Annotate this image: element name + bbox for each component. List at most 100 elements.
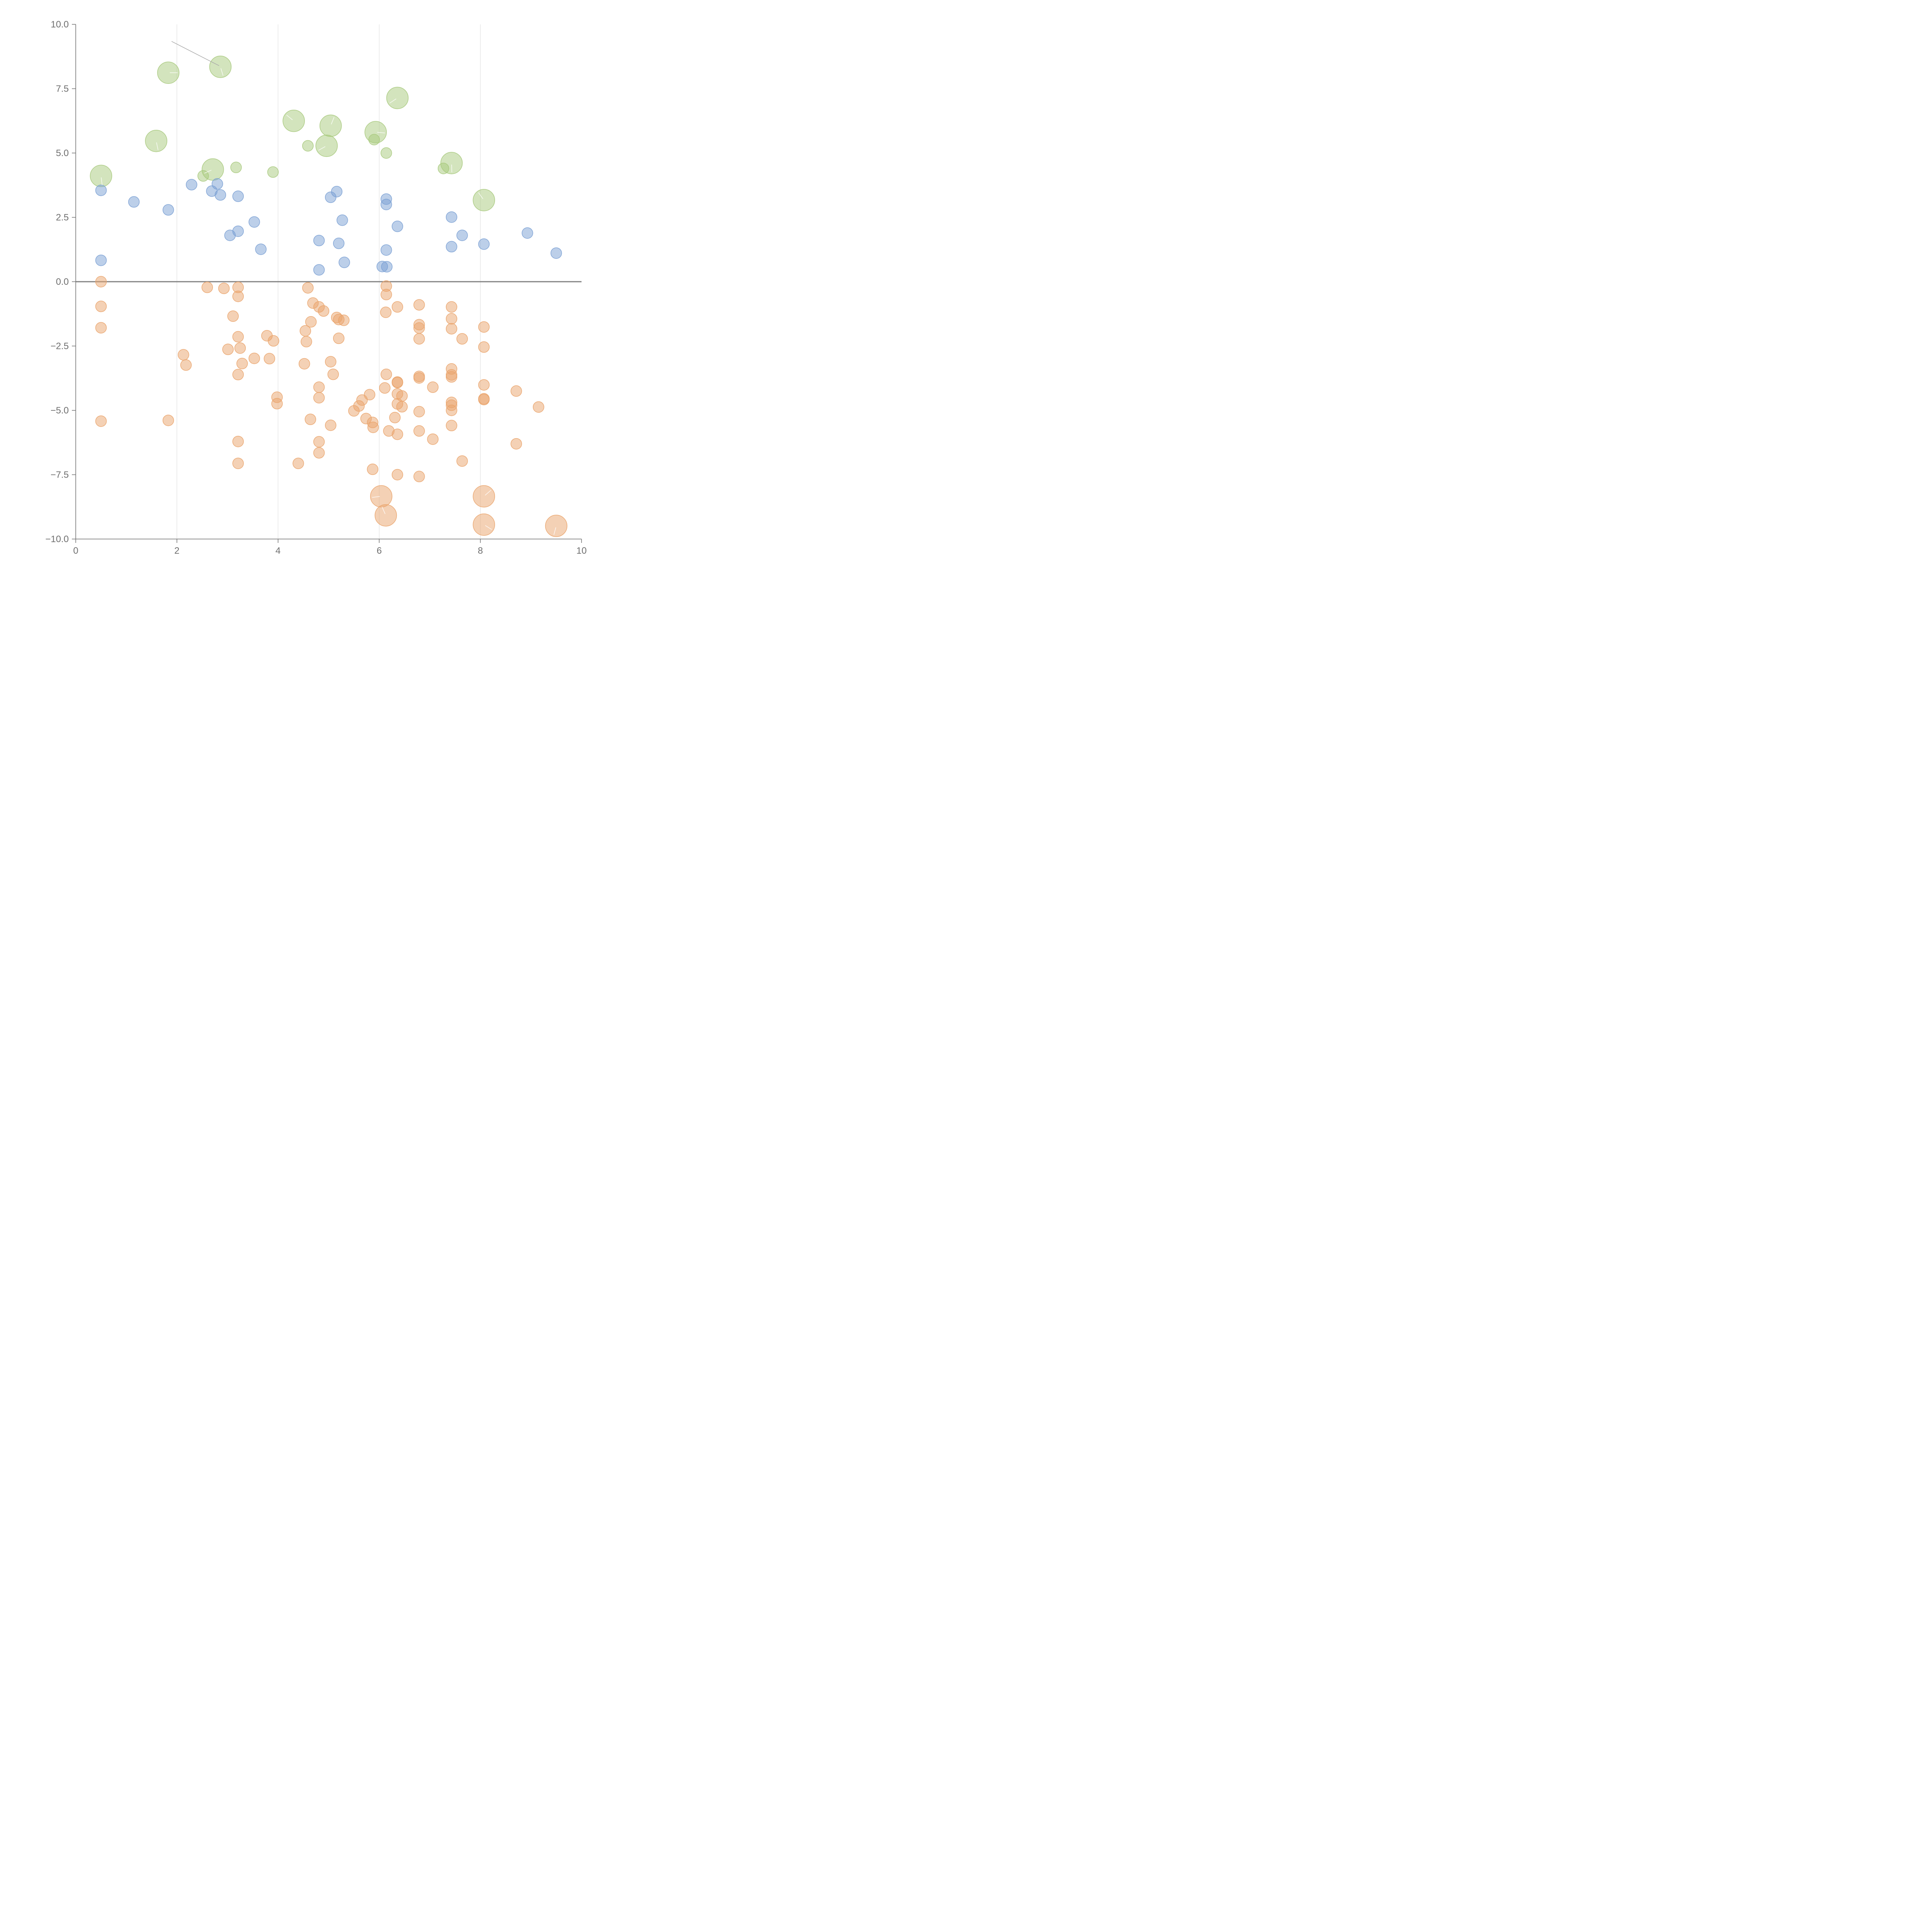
orange-bubble-77 — [413, 406, 425, 418]
orange-bubble-26 — [318, 305, 330, 317]
orange-bubble-67 — [391, 429, 403, 440]
orange-bubble-3 — [95, 415, 107, 427]
blue-bubble-12 — [95, 254, 107, 266]
orange-bubble-84 — [456, 333, 468, 345]
green-bubble-8 — [368, 134, 380, 146]
orange-bubble-28 — [299, 325, 311, 337]
orange-bubble-80 — [413, 471, 425, 482]
y-tick-label-2: 5.0 — [56, 148, 69, 158]
orange-bubble-21 — [232, 435, 244, 447]
orange-bubble-73 — [413, 333, 425, 345]
green-bubble-highlight-1 — [220, 68, 224, 76]
y-tick-label-1: 7.5 — [56, 84, 69, 94]
x-tick-label-2: 2 — [174, 546, 179, 556]
green-bubble-18 — [473, 189, 495, 211]
x-tick-label-8: 8 — [478, 546, 483, 556]
blue-bubble-10 — [224, 230, 236, 241]
orange-bubble-75 — [413, 372, 425, 384]
orange-bubble-61 — [348, 405, 360, 417]
orange-bubble-78 — [413, 425, 425, 437]
y-tick-label-7: −7.5 — [51, 470, 69, 480]
blue-bubble-0 — [95, 184, 107, 196]
orange-bubble-1 — [95, 301, 107, 312]
orange-bubble-20 — [162, 415, 174, 426]
orange-bubble-65 — [389, 412, 401, 423]
y-axis-ticks: 10.0 7.5 5.0 2.5 0.0 −2.5 −5.0 −7.5 −10.0 — [45, 19, 76, 544]
blue-bubble-21 — [380, 199, 392, 210]
green-bubble-1 — [209, 56, 232, 78]
y-tick-label-4: 0.0 — [56, 277, 69, 287]
orange-bubble-43 — [313, 436, 325, 448]
orange-bubble-44 — [313, 447, 325, 459]
bubble-highlights — [101, 41, 556, 535]
blue-bubble-2 — [186, 179, 197, 190]
orange-bubble-highlight-105 — [553, 527, 556, 535]
orange-bubble-16 — [232, 369, 244, 381]
orange-bubble-33 — [333, 332, 345, 344]
blue-bubble-18 — [338, 257, 350, 268]
orange-bubble-7 — [232, 291, 244, 302]
orange-bubble-70 — [413, 299, 425, 311]
orange-bubble-76 — [427, 381, 439, 393]
orange-bubble-35 — [325, 356, 337, 367]
green-bubble-2 — [386, 87, 409, 109]
green-bubble-highlight-2 — [389, 99, 396, 104]
green-bubble-13 — [230, 162, 242, 173]
blue-bubble-7 — [162, 204, 174, 216]
orange-bubble-87 — [446, 371, 457, 383]
orange-bubble-90 — [446, 405, 457, 416]
orange-bubble-45 — [293, 457, 304, 469]
orange-bubble-83 — [446, 323, 457, 335]
green-bubble-3 — [282, 110, 305, 132]
green-bubble-11 — [90, 165, 112, 187]
orange-bubble-51 — [379, 382, 391, 394]
green-bubble-highlight-3 — [286, 115, 293, 120]
green-bubble-14 — [267, 166, 279, 178]
green-bubble-9 — [302, 140, 314, 152]
orange-bubble-highlight-104 — [485, 525, 492, 530]
orange-bubble-95 — [478, 379, 490, 391]
orange-bubble-48 — [391, 301, 403, 313]
orange-bubble-94 — [478, 341, 490, 353]
orange-bubble-10 — [234, 342, 246, 354]
blue-bubble-19 — [313, 264, 325, 276]
orange-bubble-18 — [268, 335, 279, 347]
blue-bubble-15 — [337, 214, 348, 226]
orange-bubble-23 — [302, 282, 314, 294]
orange-bubble-4 — [201, 281, 213, 293]
x-tick-label-4: 4 — [276, 546, 281, 556]
blue-bubble-8 — [248, 216, 260, 228]
orange-bubble-97 — [478, 394, 490, 405]
orange-bubble-14 — [236, 358, 248, 369]
orange-bubble-2 — [95, 322, 107, 333]
orange-bubble-102 — [374, 504, 397, 527]
orange-bubble-13 — [180, 359, 192, 371]
orange-bubble-81 — [446, 301, 457, 313]
green-bubble-highlight-18 — [478, 192, 483, 199]
blue-bubble-29 — [478, 238, 490, 250]
blue-bubble-28 — [446, 241, 457, 253]
orange-bubble-32 — [338, 315, 350, 326]
orange-bubble-27 — [305, 316, 317, 328]
orange-bubble-37 — [313, 381, 325, 393]
annotation-leader-line — [171, 41, 219, 66]
orange-bubble-47 — [380, 289, 392, 301]
blue-bubble-11 — [255, 243, 267, 255]
green-bubble-17 — [437, 163, 449, 174]
orange-bubble-34 — [298, 358, 310, 370]
orange-bubble-79 — [427, 433, 439, 445]
orange-bubble-42 — [325, 419, 337, 431]
orange-bubble-12 — [178, 349, 189, 361]
green-bubble-0 — [157, 61, 180, 84]
bubble-scatter-chart: 0 2 4 6 8 10 10.0 7.5 5.0 2.5 0.0 −2.5 −5.0 −7.5 −10.… — [45, 19, 587, 556]
orange-bubble-93 — [478, 321, 490, 333]
green-bubble-highlight-12 — [204, 170, 212, 174]
green-bubble-highlight-11 — [101, 177, 103, 185]
orange-bubble-104 — [473, 513, 495, 536]
blue-bubble-25 — [381, 261, 393, 273]
orange-bubble-53 — [391, 377, 403, 388]
blue-bubble-17 — [333, 238, 345, 249]
green-bubble-highlight-4 — [331, 117, 335, 124]
green-bubble-7 — [315, 134, 338, 157]
orange-bubble-38 — [313, 392, 325, 404]
